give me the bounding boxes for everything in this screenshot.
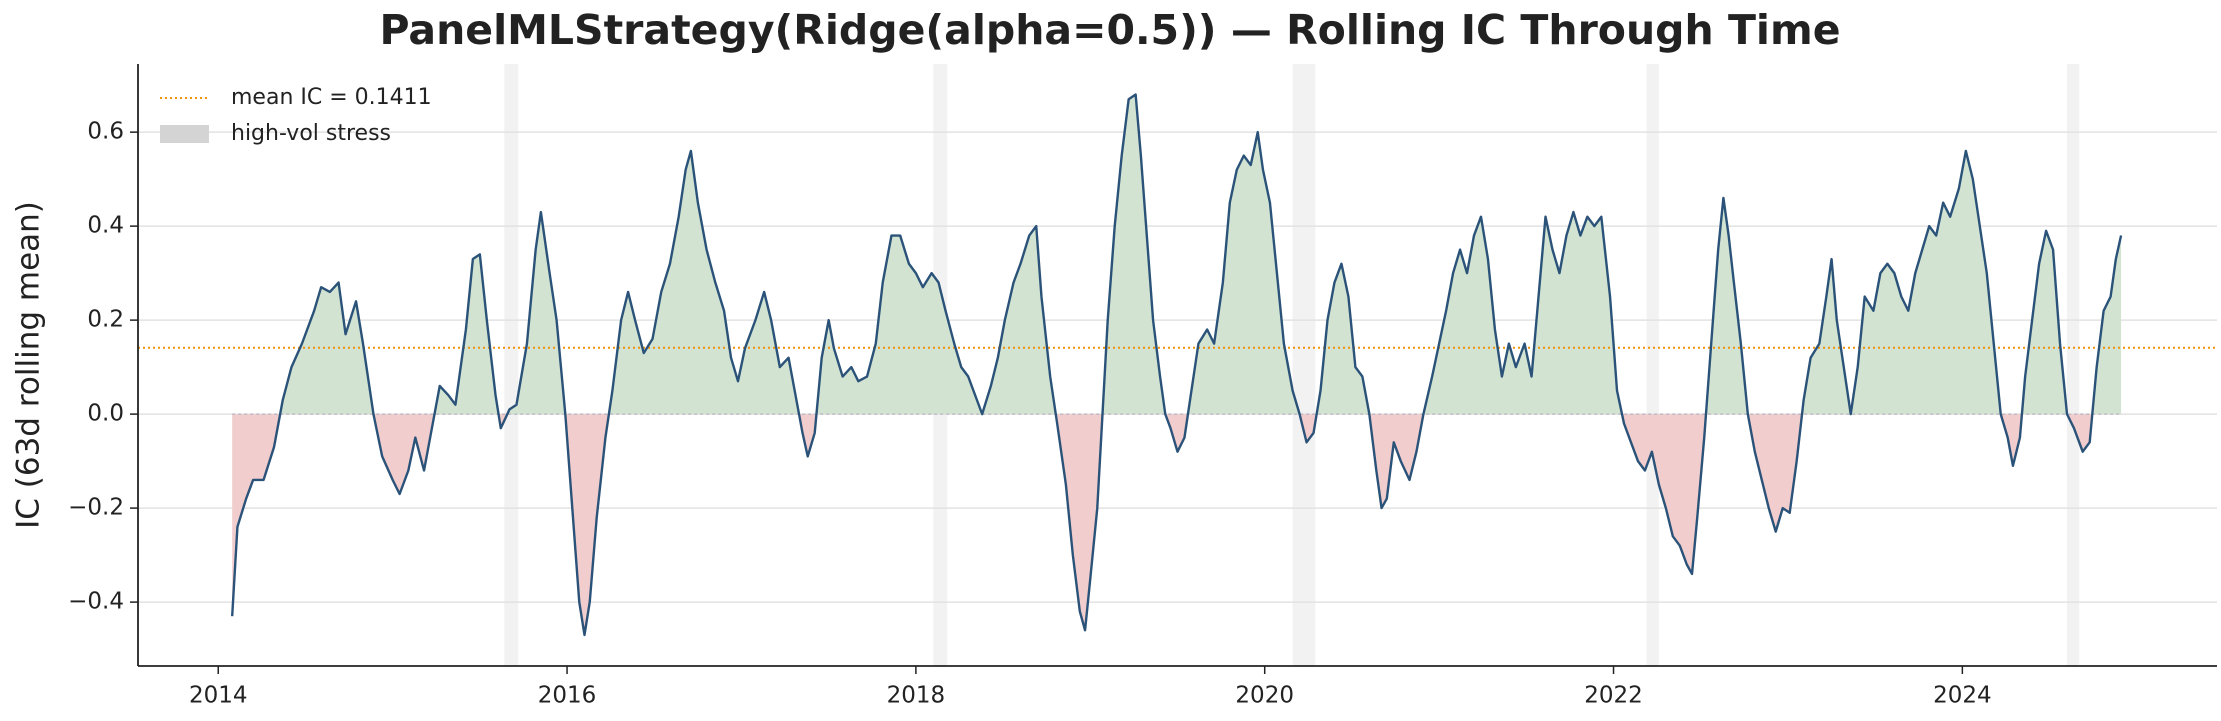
x-tick-label: 2020 bbox=[1235, 683, 1294, 709]
y-tick-label: −0.2 bbox=[68, 495, 124, 521]
x-tick-label: 2022 bbox=[1584, 683, 1643, 709]
x-tick-label: 2018 bbox=[887, 683, 946, 709]
y-tick-label: 0.4 bbox=[87, 213, 124, 239]
x-tick-label: 2024 bbox=[1933, 683, 1992, 709]
legend-label: high-vol stress bbox=[231, 121, 391, 146]
legend-label: mean IC = 0.1411 bbox=[231, 85, 432, 110]
y-tick-label: 0.0 bbox=[87, 401, 124, 427]
y-axis-label: IC (63d rolling mean) bbox=[11, 201, 47, 529]
stress-band bbox=[1646, 64, 1659, 666]
y-tick-label: 0.2 bbox=[87, 307, 124, 333]
x-tick-label: 2016 bbox=[538, 683, 597, 709]
stress-band bbox=[2067, 64, 2080, 666]
x-tick-label: 2014 bbox=[189, 683, 248, 709]
stress-band bbox=[504, 64, 519, 666]
y-tick-label: 0.6 bbox=[87, 119, 124, 145]
y-tick-label: −0.4 bbox=[68, 589, 124, 615]
chart-title: PanelMLStrategy(Ridge(alpha=0.5)) — Roll… bbox=[379, 6, 1840, 54]
negative-area bbox=[232, 414, 2093, 635]
ic-line bbox=[230, 93, 2123, 637]
legend-stress-swatch bbox=[160, 125, 209, 143]
positive-area bbox=[232, 94, 2122, 415]
stress-band bbox=[1292, 64, 1316, 666]
